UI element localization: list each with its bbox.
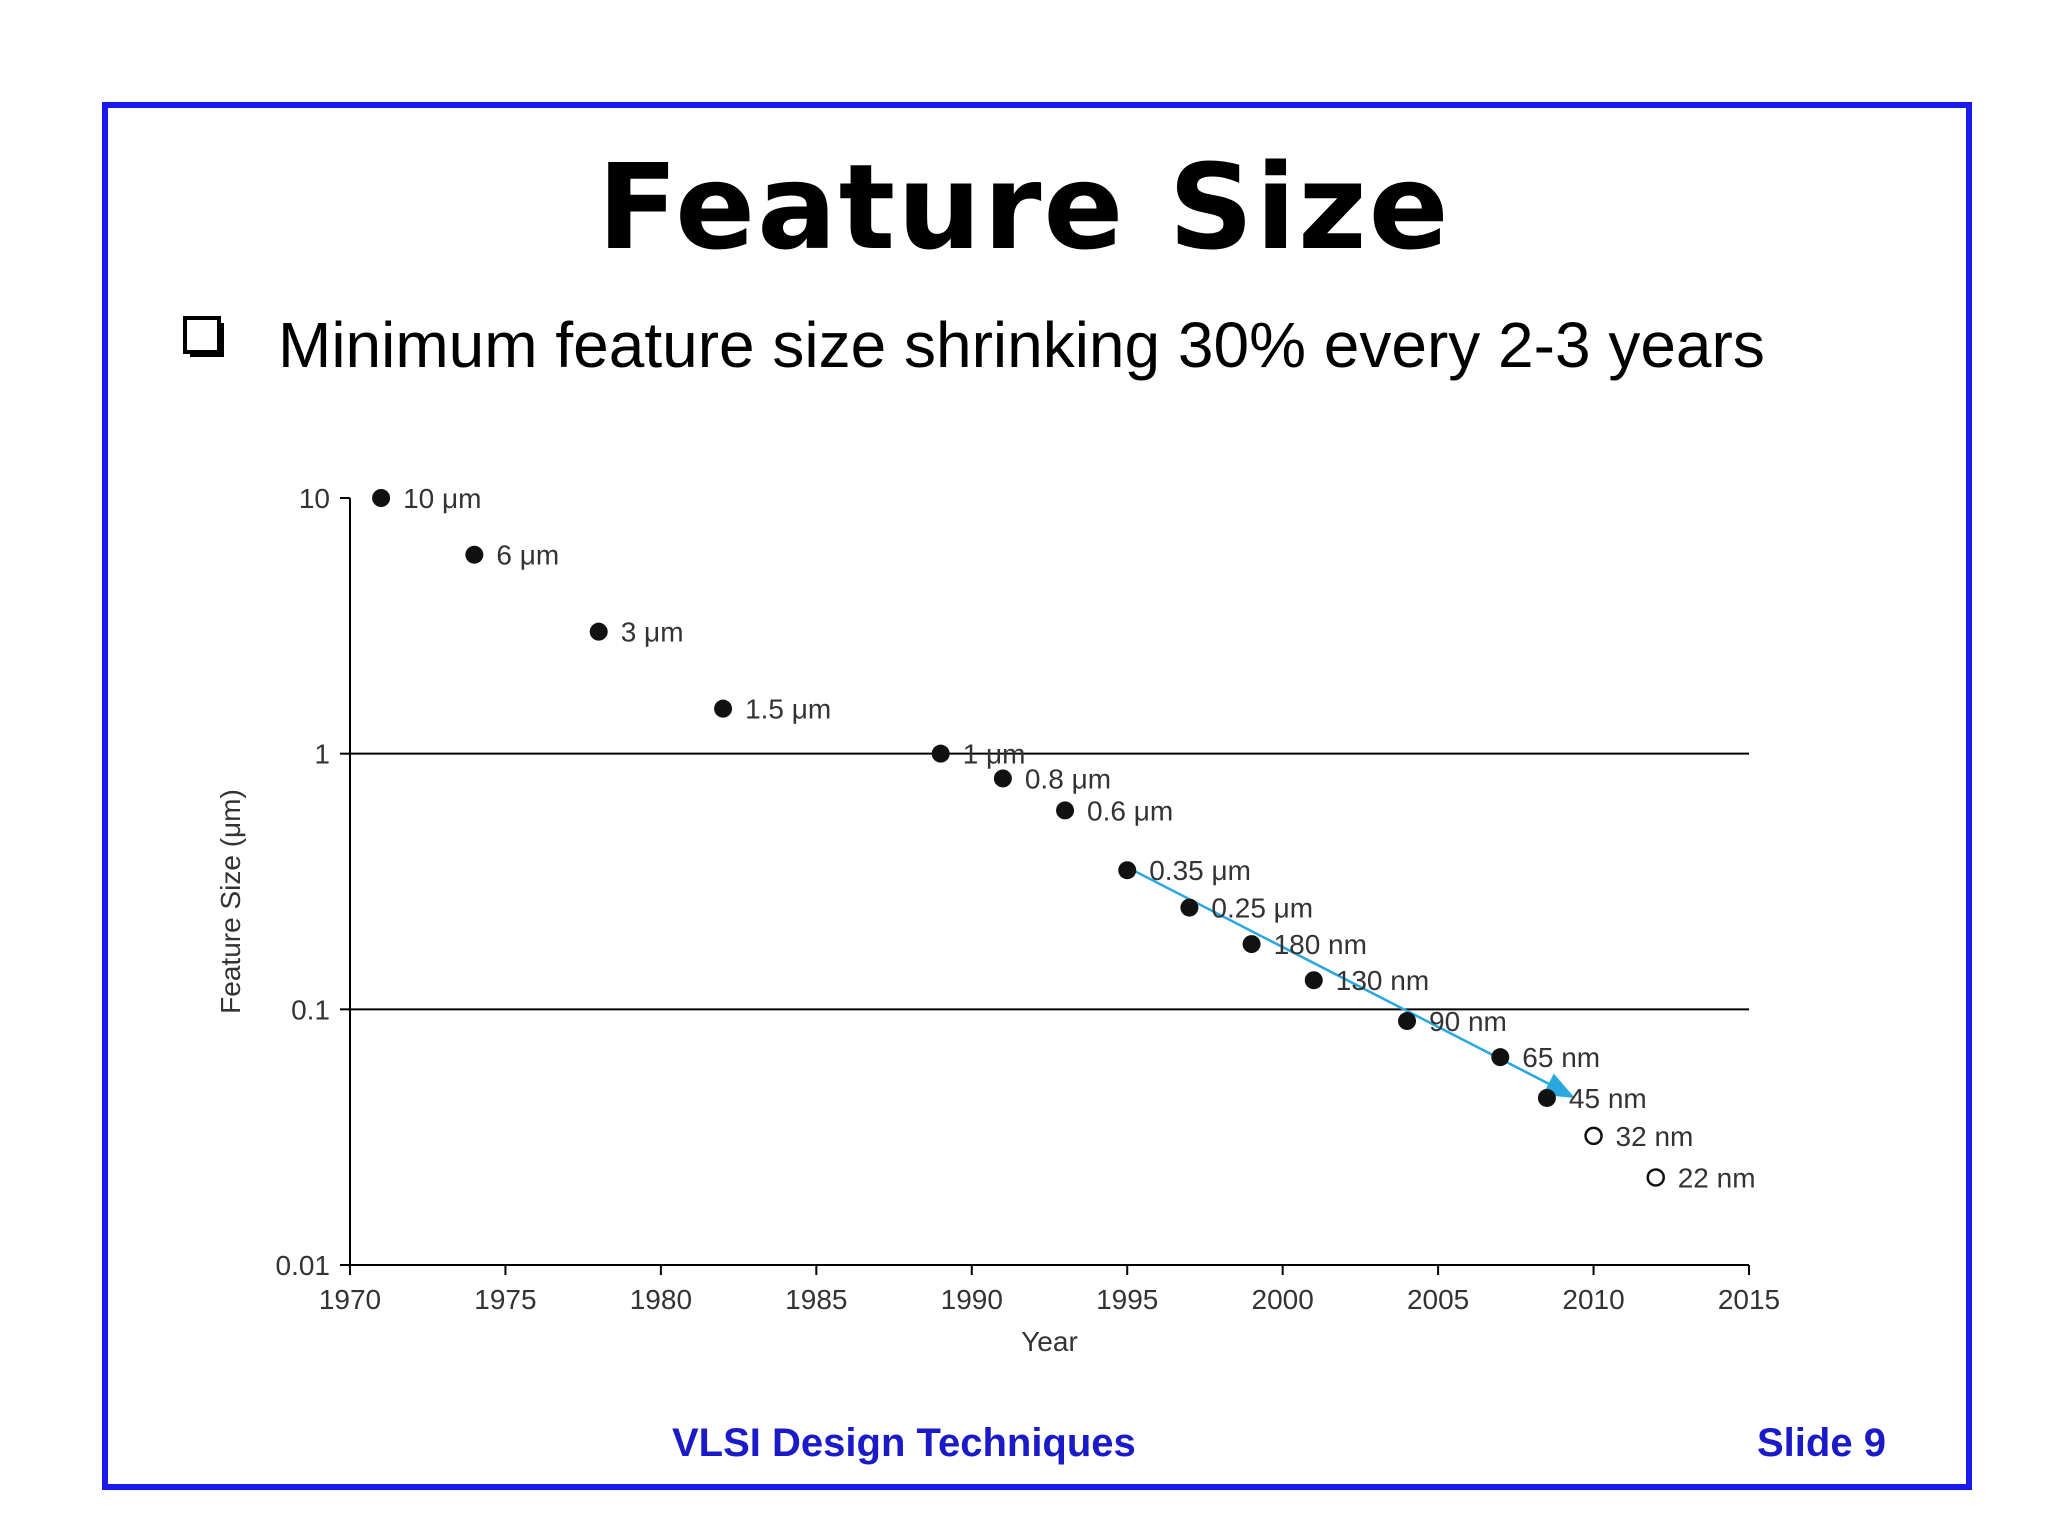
x-tick-label: 2000 [1252,1284,1314,1315]
data-label: 1.5 μm [745,694,831,725]
data-label: 10 μm [403,483,481,514]
footer-course-title: VLSI Design Techniques [672,1421,1136,1465]
bullet-text: Minimum feature size shrinking 30% every… [278,309,1765,381]
axes-layer [349,498,1749,1266]
data-point [465,545,484,564]
slide-frame [102,102,1972,1490]
checkbox-bullet-icon [183,316,224,357]
footer-slide-number: Slide 9 [1757,1421,1886,1465]
data-point-projected [1646,1168,1665,1187]
data-label: 90 nm [1429,1006,1507,1037]
ticks-layer: 1970 1975 1980 1985 1990 1995 2000 2005 2010 2015… [215,483,1780,1357]
y-tick-label: 1 [314,739,330,770]
data-label: 45 nm [1569,1083,1647,1114]
data-label: 180 nm [1274,929,1367,960]
x-tick-label: 2015 [1718,1284,1780,1315]
data-point [372,489,391,507]
data-point [993,769,1012,788]
data-label: 32 nm [1616,1121,1694,1152]
y-tick-label: 0.01 [276,1250,331,1281]
x-tick-label: 1990 [941,1284,1003,1315]
x-tick-label: 1975 [474,1284,536,1315]
data-label: 0.8 μm [1025,763,1111,794]
slide-title: Feature Size [597,138,1451,276]
data-point [1537,1088,1556,1107]
x-tick-label: 2010 [1562,1284,1624,1315]
data-label: 130 nm [1336,965,1429,996]
x-axis-label: Year [1021,1326,1078,1357]
data-point [1118,861,1137,880]
data-label: 22 nm [1678,1162,1756,1193]
data-point [1056,801,1075,820]
data-point [589,622,608,641]
data-label: 1 μm [963,739,1026,770]
x-tick-label: 1970 [319,1284,381,1315]
x-tick-label: 2005 [1407,1284,1469,1315]
data-label: 6 μm [496,540,559,571]
y-tick-label: 0.1 [291,994,330,1025]
grid-layer [350,752,1749,1011]
data-label: 0.6 μm [1087,795,1173,826]
data-point-projected [1584,1126,1603,1146]
data-label: 0.25 μm [1211,893,1313,924]
x-tick-label: 1985 [785,1284,847,1315]
data-label: 0.35 μm [1149,855,1251,886]
y-tick-label: 10 [299,483,330,514]
data-point [931,744,950,763]
data-point [1180,898,1199,917]
data-label: 65 nm [1522,1042,1600,1073]
points-layer [372,489,1665,1187]
data-label: 3 μm [621,617,684,648]
x-tick-label: 1995 [1096,1284,1158,1315]
x-tick-label: 1980 [630,1284,692,1315]
data-point [1491,1048,1510,1067]
data-point [1398,1012,1417,1031]
data-point [714,699,733,718]
y-axis-label: Feature Size (μm) [215,789,246,1014]
data-point [1242,935,1261,954]
data-point [1304,971,1323,990]
labels-layer: 10 μm 6 μm 3 μm 1.5 μm 1 μm0.8 μm0.6 μm 0.35 … [403,483,1755,1193]
